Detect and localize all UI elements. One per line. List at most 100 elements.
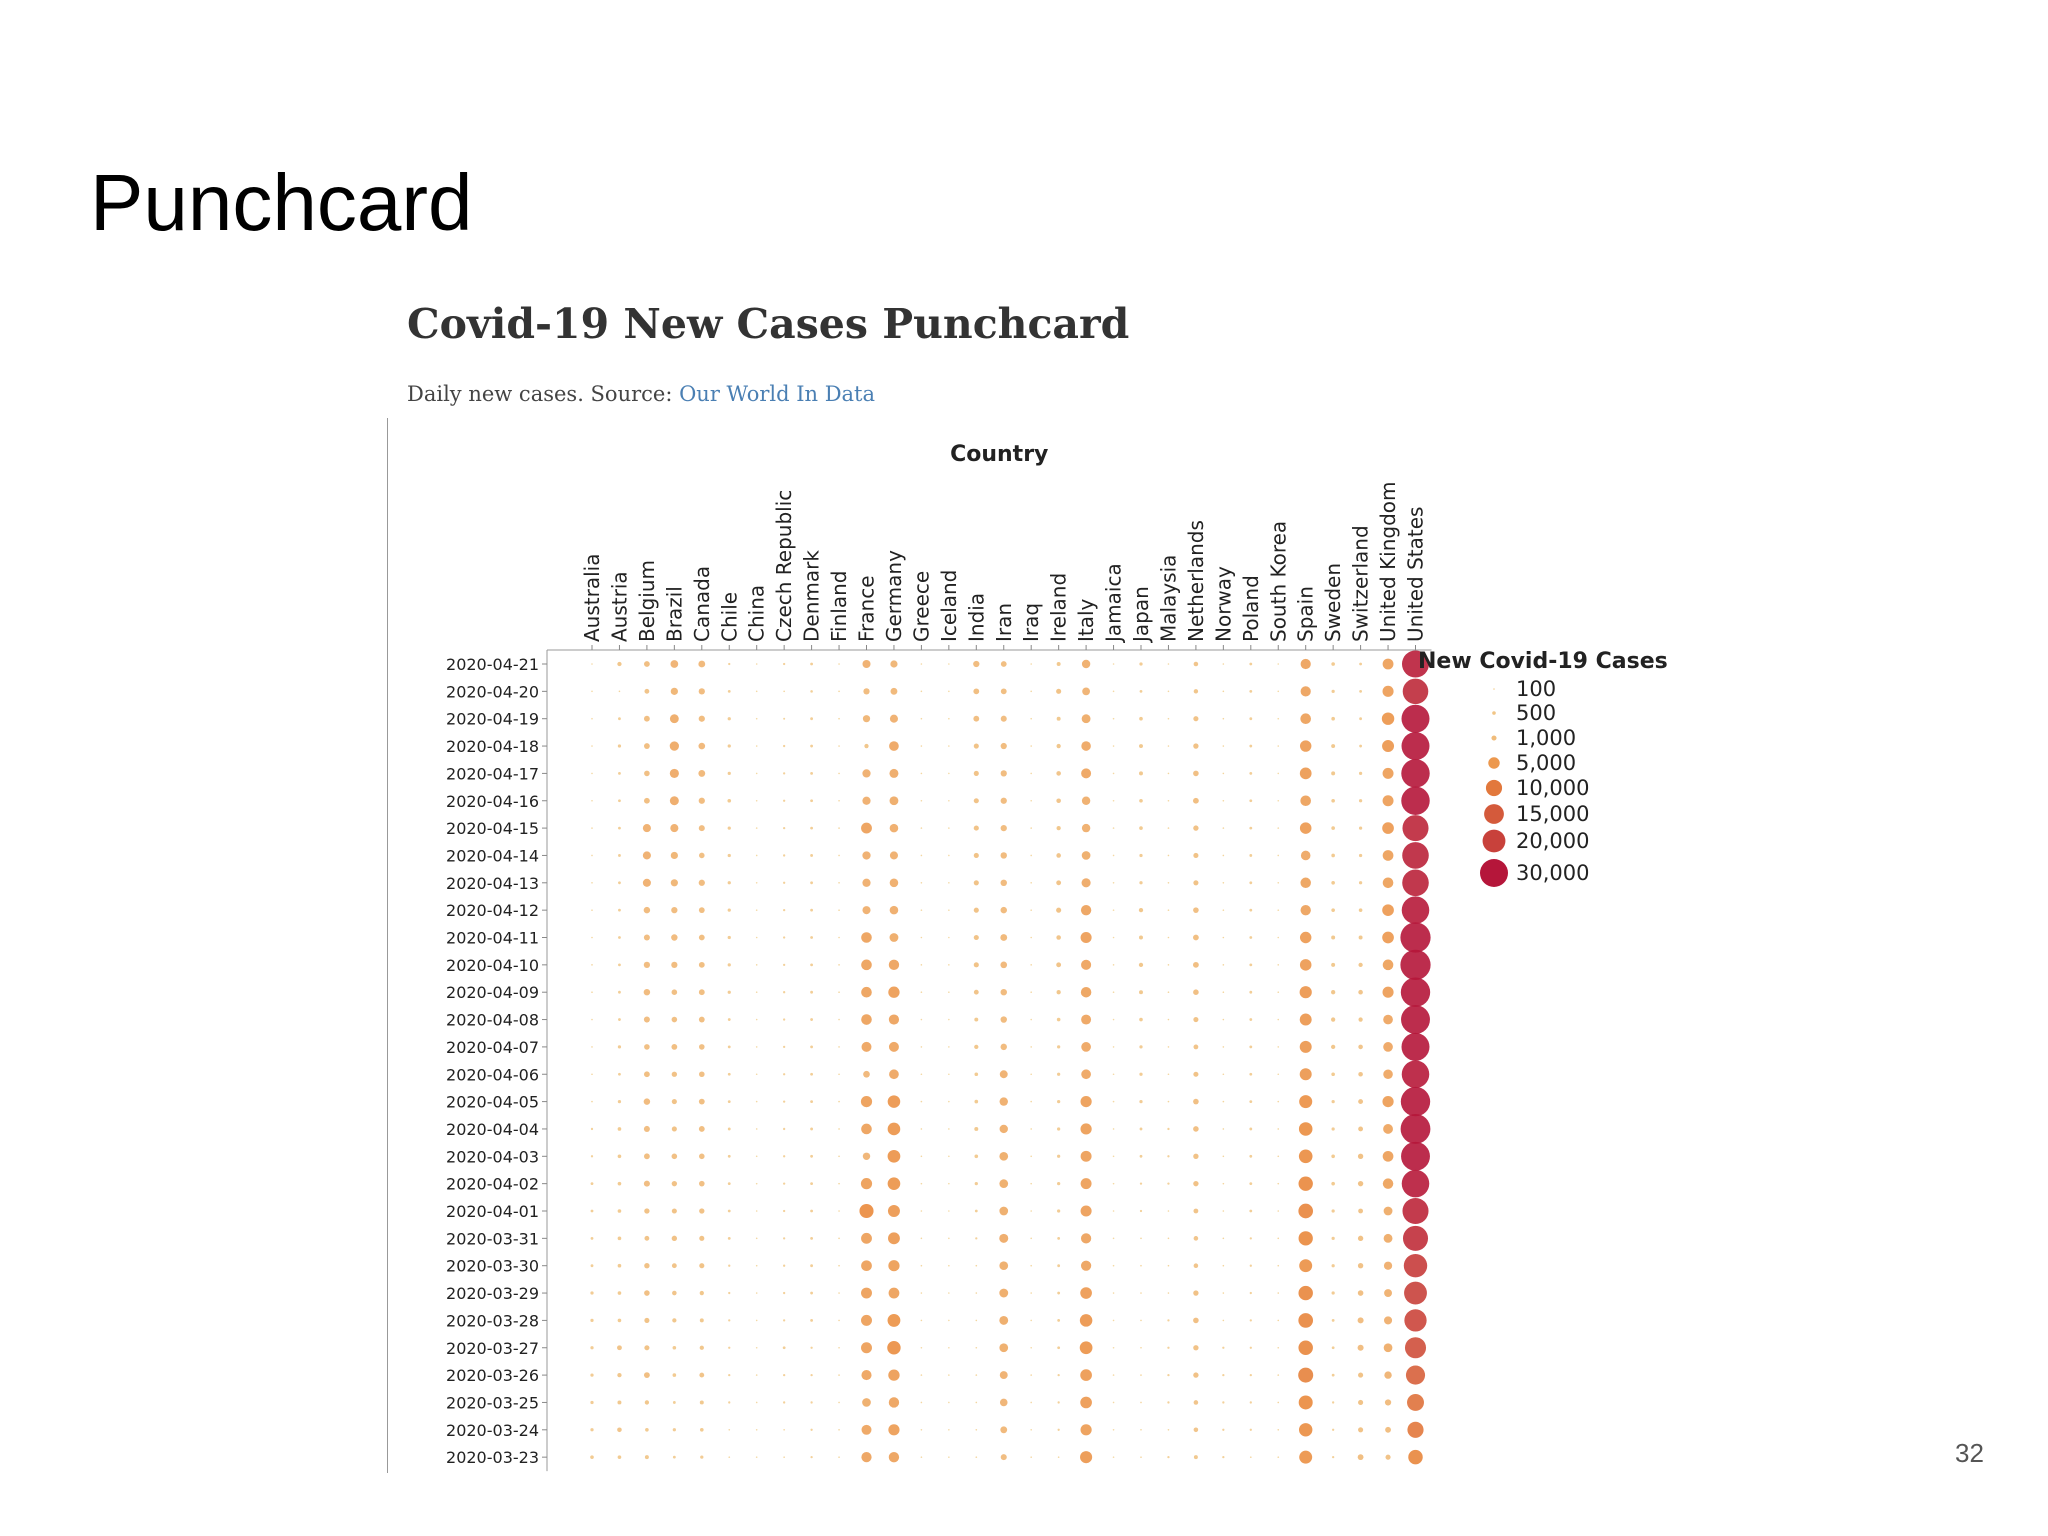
data-point <box>1331 798 1335 803</box>
data-point <box>887 1313 901 1327</box>
data-point <box>948 1264 950 1267</box>
data-point <box>618 1018 621 1021</box>
data-point <box>810 717 813 721</box>
x-tick-label: Jamaica <box>1102 563 1126 644</box>
x-tick-label: Sweden <box>1321 563 1345 642</box>
data-point <box>617 1455 622 1459</box>
legend-label: 500 <box>1516 701 1556 725</box>
data-point <box>999 1288 1009 1298</box>
data-point <box>999 1398 1008 1407</box>
data-point <box>1382 795 1394 807</box>
y-tick-label: 2020-04-18 <box>446 737 539 756</box>
data-point <box>1139 1182 1143 1185</box>
y-tick-label: 2020-04-09 <box>446 983 539 1002</box>
data-point <box>783 854 786 857</box>
data-point <box>888 986 900 998</box>
data-point <box>1081 1069 1091 1080</box>
data-point <box>643 1098 651 1105</box>
data-point <box>1167 1100 1170 1103</box>
data-point <box>1112 1429 1115 1431</box>
data-point <box>1222 1210 1225 1212</box>
data-point <box>1383 1014 1393 1025</box>
legend-label: 30,000 <box>1516 861 1589 885</box>
data-point <box>1000 934 1008 941</box>
data-point <box>999 1097 1008 1106</box>
data-point <box>1384 1316 1393 1325</box>
data-point <box>838 799 840 802</box>
data-point <box>890 660 898 668</box>
data-point <box>920 1100 923 1103</box>
data-point <box>888 1232 900 1245</box>
data-point <box>698 934 705 941</box>
data-point <box>1400 922 1431 953</box>
data-point <box>1401 759 1430 788</box>
data-point <box>1030 1018 1032 1021</box>
data-point <box>590 1236 594 1240</box>
data-point <box>1139 990 1143 995</box>
data-point <box>755 1264 758 1267</box>
data-point <box>1056 716 1061 721</box>
x-tick-label: Australia <box>580 554 604 642</box>
data-point <box>591 854 593 857</box>
data-point <box>643 1071 650 1078</box>
data-point <box>1222 663 1225 665</box>
data-point <box>755 1319 758 1322</box>
data-point <box>838 772 840 775</box>
data-point <box>1080 1150 1092 1162</box>
data-point <box>783 1401 786 1404</box>
data-point <box>948 827 950 829</box>
data-point <box>838 1401 840 1404</box>
data-point <box>1080 1396 1092 1409</box>
data-point <box>755 1401 758 1404</box>
data-point <box>755 1100 758 1103</box>
data-point <box>727 717 731 721</box>
data-point <box>1193 1044 1199 1050</box>
data-point <box>1081 1042 1091 1052</box>
data-point <box>1139 744 1143 749</box>
data-point <box>669 768 679 778</box>
data-point <box>783 826 786 830</box>
data-point <box>920 1429 923 1431</box>
data-point <box>948 1456 950 1458</box>
data-point <box>1401 732 1430 761</box>
data-point <box>783 662 786 666</box>
data-point <box>1080 1233 1092 1244</box>
legend-title: New Covid-19 Cases <box>1418 649 1668 674</box>
data-point <box>1331 1044 1336 1050</box>
data-point <box>1057 1319 1061 1322</box>
data-point <box>617 1345 622 1351</box>
data-point <box>1140 1456 1142 1458</box>
data-point <box>1081 741 1091 751</box>
data-point <box>838 1292 840 1294</box>
legend-symbol <box>1484 804 1504 824</box>
data-point <box>1167 1319 1170 1322</box>
data-point <box>1382 959 1394 971</box>
source-link[interactable]: Our World In Data <box>679 382 876 406</box>
data-point <box>1299 822 1312 834</box>
data-point <box>920 772 923 775</box>
data-point <box>1331 853 1335 858</box>
data-point <box>1402 1225 1429 1251</box>
y-tick-labels: 2020-04-21 2020-04-20 2020-04-19 2020-04-18… <box>446 655 539 1467</box>
data-point <box>1383 1042 1393 1052</box>
data-point <box>975 1374 978 1376</box>
data-point <box>755 1456 758 1458</box>
data-point <box>591 882 593 884</box>
data-point <box>999 1371 1008 1380</box>
data-point <box>1277 1401 1280 1404</box>
legend-label: 20,000 <box>1516 829 1589 853</box>
legend-symbol <box>1482 829 1506 853</box>
data-point <box>948 1182 950 1185</box>
data-point <box>670 851 678 860</box>
data-point <box>974 1182 978 1186</box>
data-point <box>1193 1427 1199 1433</box>
data-point <box>1358 853 1363 858</box>
data-point <box>643 961 651 968</box>
x-tick-label: Japan <box>1129 586 1153 644</box>
data-point <box>591 1073 593 1076</box>
data-point <box>861 1232 872 1244</box>
data-point <box>671 1235 678 1242</box>
data-point <box>1112 1128 1115 1130</box>
data-point <box>1358 1208 1364 1214</box>
data-point <box>861 959 872 971</box>
